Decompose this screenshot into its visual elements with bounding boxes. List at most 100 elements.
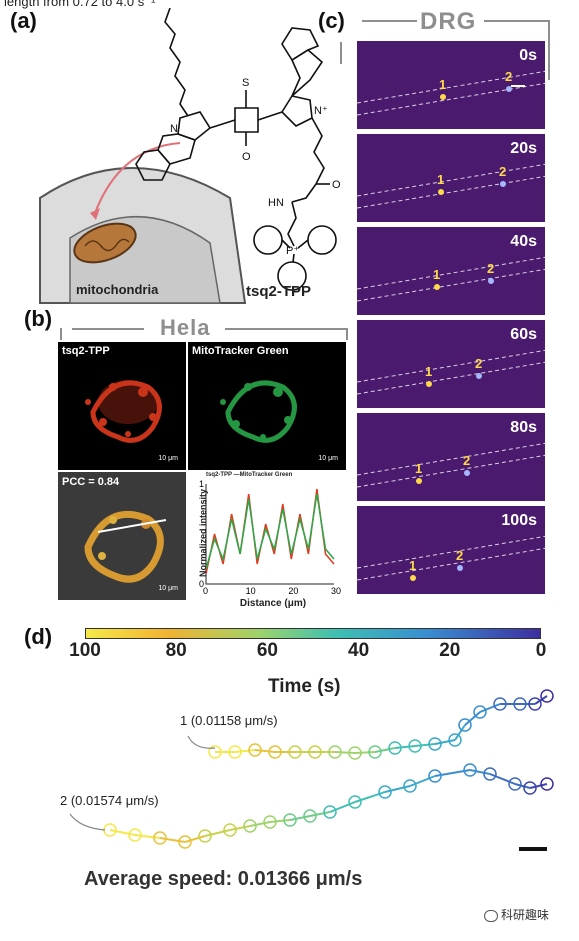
track1-point	[368, 745, 382, 759]
atom-o2: O	[332, 179, 341, 191]
drg-frame: 80s 1 2	[356, 412, 547, 502]
track2-point	[198, 829, 212, 843]
drg-marker-2: 2	[505, 69, 513, 84]
top-strip-text: length from 0.72 to 4.0 s⁻¹	[4, 0, 156, 9]
track2-point	[508, 777, 522, 791]
track1-point	[328, 745, 342, 759]
track2-point	[128, 828, 142, 842]
track1-point	[308, 745, 322, 759]
track1-segment	[414, 743, 436, 747]
molecule-structure	[135, 8, 337, 291]
colorbar-tick: 80	[165, 640, 187, 661]
targeting-arrow	[94, 142, 181, 214]
track1-label: 1 (0.01158 μm/s)	[180, 713, 278, 728]
track2-point	[263, 815, 277, 829]
mitochondria-label: mitochondria	[76, 282, 159, 297]
track1-point	[428, 737, 442, 751]
colorbar-tick: 60	[256, 640, 278, 661]
profile-xtick: 10	[246, 586, 256, 596]
track2-point	[463, 763, 477, 777]
drg-frame-time: 80s	[510, 419, 537, 436]
drg-marker-1: 1	[415, 461, 423, 476]
panel-b-title: Hela	[160, 315, 211, 340]
tile-merge: PCC = 0.84 10 μm	[58, 472, 186, 600]
drg-marker-2: 2	[487, 261, 495, 276]
track2-point	[403, 779, 417, 793]
track1-point	[248, 743, 262, 757]
drg-frame-time: 100s	[501, 512, 537, 529]
track2-segment	[309, 811, 331, 817]
profile-series-tsq2	[205, 488, 335, 575]
pcc-value: PCC = 0.84	[62, 476, 120, 488]
track1-segment	[354, 751, 376, 754]
track2-segment	[384, 785, 411, 793]
track1-arrow	[187, 735, 216, 749]
tile-mitotracker-label: MitoTracker Green	[192, 345, 289, 357]
drg-frame-time: 0s	[519, 47, 537, 64]
profile-ytick: 1	[199, 479, 204, 489]
track2-point	[303, 809, 317, 823]
track2-segment	[289, 815, 311, 821]
colorbar-tick: 100	[69, 640, 101, 661]
track1-point	[408, 739, 422, 753]
track1-point	[268, 745, 282, 759]
atom-n: N	[170, 123, 178, 135]
track1-segment	[434, 739, 456, 745]
drg-marker-1: 1	[409, 558, 417, 573]
track1-segment	[464, 711, 481, 726]
track2-label: 2 (0.01574 μm/s)	[60, 793, 159, 808]
profile-ylabel: Normalized intensity	[198, 488, 208, 578]
drg-frame: 100s 1 2	[356, 505, 547, 595]
atom-s: S	[242, 77, 249, 89]
average-speed: Average speed: 0.01366 μm/s	[84, 868, 363, 890]
track1-segment	[534, 695, 548, 705]
track1-segment	[479, 703, 501, 713]
track2-point	[223, 823, 237, 837]
track1-point	[208, 745, 222, 759]
track2-segment	[529, 783, 548, 789]
track2-segment	[329, 801, 356, 813]
drg-scale-bar	[511, 85, 525, 87]
panel-c-title: DRG	[420, 8, 477, 35]
track2-point	[348, 795, 362, 809]
colorbar-ticks: 100 80 60 40 20 0	[69, 640, 546, 664]
track2-arrow	[69, 813, 106, 831]
panel-b-label: (b)	[24, 306, 53, 331]
track2-point	[523, 781, 537, 795]
track2-point	[540, 777, 554, 791]
track2-point	[428, 769, 442, 783]
scale-bar-d	[519, 847, 547, 851]
track2-point	[243, 819, 257, 833]
atom-hn: HN	[268, 197, 284, 209]
atom-p-plus: P⁺	[286, 245, 299, 257]
track1-segment	[334, 751, 356, 754]
scale-bar-1: 10 μm	[158, 455, 178, 462]
profile-axes	[205, 484, 334, 585]
track2-segment	[134, 834, 161, 839]
panel-d-label: (d)	[24, 624, 53, 649]
drg-frame-time: 60s	[510, 326, 537, 343]
track2-point	[283, 813, 297, 827]
track1-segment	[374, 747, 396, 753]
track1-point	[540, 689, 554, 703]
track2-point	[378, 785, 392, 799]
track1-point	[448, 733, 462, 747]
drg-marker-1: 1	[437, 172, 445, 187]
track2-segment	[184, 835, 206, 843]
colorbar-title: Time (s)	[268, 676, 341, 697]
track1-point	[528, 697, 542, 711]
atom-n-plus: N⁺	[314, 105, 328, 117]
profile-chart: tsq2-TPP —MitoTracker Green 0 10 20 30 0 1 No…	[188, 472, 348, 612]
drg-frame-time: 20s	[510, 140, 537, 157]
track1-point	[473, 705, 487, 719]
track1-segment	[394, 745, 416, 749]
compound-label: tsq2-TPP	[246, 283, 312, 300]
tracks-plot	[69, 689, 554, 849]
drg-marker-2: 2	[456, 548, 464, 563]
drg-frame: 60s 1 2	[356, 319, 547, 409]
track1-segment	[234, 749, 256, 753]
profile-xtick: 0	[203, 586, 208, 596]
track1-point	[228, 745, 242, 759]
watermark: 科研趣味	[484, 906, 549, 923]
profile-series-mitotracker	[205, 493, 335, 570]
